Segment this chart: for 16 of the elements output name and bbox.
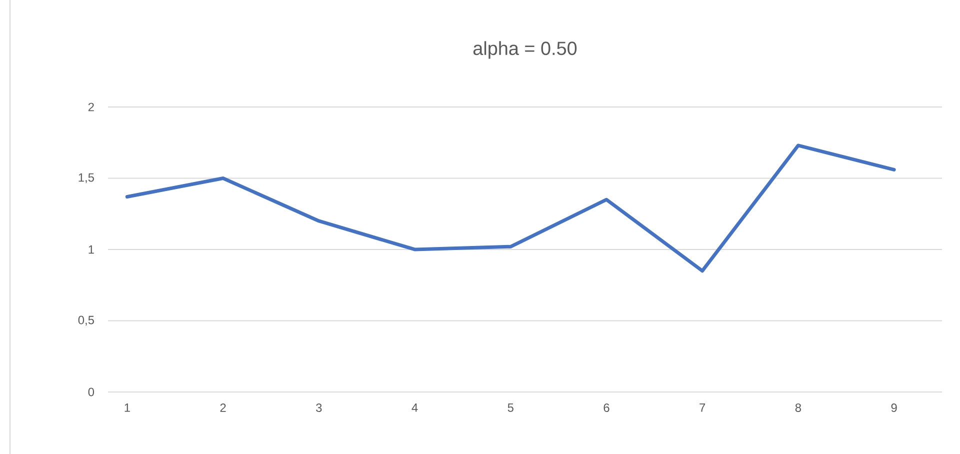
y-tick-label: 2 [88, 102, 94, 112]
y-tick-label: 1,5 [78, 173, 94, 184]
chart-title: alpha = 0.50 [473, 41, 577, 59]
y-tick-label: 0 [88, 388, 94, 396]
x-tick-label: 5 [508, 404, 514, 412]
x-tick-label: 1 [124, 404, 130, 412]
x-tick-label: 4 [412, 404, 418, 412]
y-tick-label: 0,5 [78, 316, 94, 326]
x-tick-label: 6 [604, 404, 610, 412]
x-tick-label: 3 [316, 404, 322, 412]
x-tick-label: 2 [220, 404, 226, 412]
y-tick-label: 1 [88, 245, 94, 254]
x-tick-label: 9 [891, 404, 897, 412]
x-tick-label: 7 [700, 404, 706, 412]
x-tick-label: 8 [795, 404, 802, 412]
line-series [125, 144, 896, 273]
